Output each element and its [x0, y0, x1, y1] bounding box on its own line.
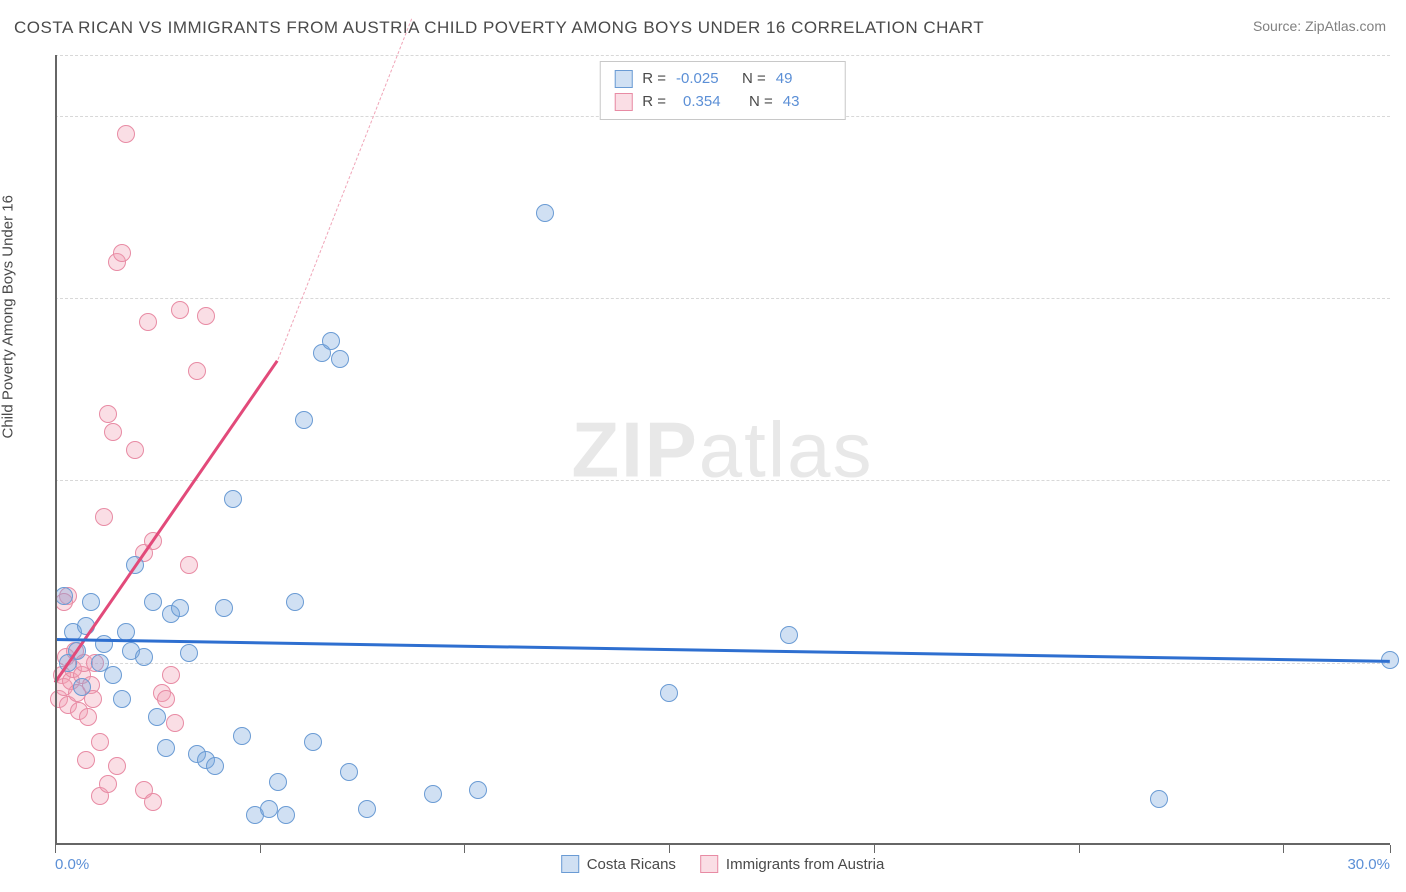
grid-line: [55, 480, 1390, 481]
point-blue: [424, 785, 442, 803]
point-blue: [660, 684, 678, 702]
x-tick-mark: [464, 845, 465, 853]
r-label: R =: [642, 91, 666, 114]
point-blue: [233, 727, 251, 745]
point-blue: [277, 806, 295, 824]
point-blue: [206, 757, 224, 775]
point-blue: [55, 587, 73, 605]
point-pink: [77, 751, 95, 769]
point-blue: [260, 800, 278, 818]
bottom-legend: Costa Ricans Immigrants from Austria: [561, 855, 885, 873]
point-pink: [139, 313, 157, 331]
point-blue: [331, 350, 349, 368]
x-tick-mark: [260, 845, 261, 853]
x-tick-mark: [55, 845, 56, 853]
point-pink: [197, 307, 215, 325]
stats-row-blue: R = -0.025 N = 49: [614, 68, 831, 91]
swatch-pink: [614, 93, 632, 111]
point-blue: [135, 648, 153, 666]
point-blue: [215, 599, 233, 617]
point-pink: [99, 405, 117, 423]
source-value: ZipAtlas.com: [1305, 18, 1386, 34]
y-axis-label: Child Poverty Among Boys Under 16: [0, 195, 17, 438]
legend-swatch-pink: [700, 855, 718, 873]
point-pink: [162, 666, 180, 684]
stats-legend-box: R = -0.025 N = 49 R = 0.354 N = 43: [599, 61, 846, 120]
x-tick-mark: [1079, 845, 1080, 853]
point-blue: [340, 763, 358, 781]
x-tick-mark: [669, 845, 670, 853]
point-pink: [117, 125, 135, 143]
x-tick-mark: [1283, 845, 1284, 853]
point-pink: [171, 301, 189, 319]
point-pink: [113, 244, 131, 262]
point-blue: [180, 644, 198, 662]
x-tick-label: 30.0%: [1347, 856, 1390, 873]
grid-line: [55, 663, 1390, 664]
point-blue: [144, 593, 162, 611]
point-pink: [95, 508, 113, 526]
y-axis-line: [55, 55, 57, 845]
chart-title: COSTA RICAN VS IMMIGRANTS FROM AUSTRIA C…: [14, 18, 984, 38]
n-value-pink: 43: [783, 91, 831, 114]
point-blue: [536, 204, 554, 222]
point-pink: [91, 733, 109, 751]
point-pink: [180, 556, 198, 574]
r-value-blue: -0.025: [676, 68, 724, 91]
watermark: ZIPatlas: [571, 405, 873, 496]
trend-blue: [55, 638, 1390, 663]
r-label: R =: [642, 68, 666, 91]
point-blue: [104, 666, 122, 684]
point-blue: [171, 599, 189, 617]
point-blue: [322, 332, 340, 350]
point-blue: [148, 708, 166, 726]
legend-label-blue: Costa Ricans: [587, 856, 676, 873]
point-blue: [113, 690, 131, 708]
trend-pink-solid: [54, 359, 279, 683]
r-value-pink: 0.354: [683, 91, 731, 114]
x-tick-label: 0.0%: [55, 856, 89, 873]
trend-pink-dashed: [277, 19, 411, 360]
legend-label-pink: Immigrants from Austria: [726, 856, 884, 873]
point-blue: [73, 678, 91, 696]
n-label: N =: [742, 68, 766, 91]
point-pink: [157, 690, 175, 708]
point-pink: [108, 757, 126, 775]
point-blue: [224, 490, 242, 508]
point-pink: [144, 793, 162, 811]
point-pink: [166, 714, 184, 732]
point-blue: [82, 593, 100, 611]
n-label: N =: [749, 91, 773, 114]
legend-swatch-blue: [561, 855, 579, 873]
x-axis-line: [55, 843, 1390, 845]
n-value-blue: 49: [776, 68, 824, 91]
stats-row-pink: R = 0.354 N = 43: [614, 91, 831, 114]
point-blue: [780, 626, 798, 644]
point-blue: [157, 739, 175, 757]
x-tick-mark: [1390, 845, 1391, 853]
point-blue: [358, 800, 376, 818]
x-tick-mark: [874, 845, 875, 853]
point-blue: [469, 781, 487, 799]
point-pink: [188, 362, 206, 380]
point-pink: [79, 708, 97, 726]
point-pink: [126, 441, 144, 459]
grid-line: [55, 55, 1390, 56]
grid-line: [55, 298, 1390, 299]
plot-area: ZIPatlas 15.0%30.0%45.0%60.0% 0.0%30.0% …: [55, 55, 1390, 845]
point-pink: [104, 423, 122, 441]
legend-item-blue: Costa Ricans: [561, 855, 676, 873]
point-blue: [1150, 790, 1168, 808]
swatch-blue: [614, 70, 632, 88]
point-blue: [304, 733, 322, 751]
point-pink: [99, 775, 117, 793]
point-blue: [269, 773, 287, 791]
source-label: Source:: [1253, 18, 1301, 34]
legend-item-pink: Immigrants from Austria: [700, 855, 884, 873]
point-blue: [295, 411, 313, 429]
source-attribution: Source: ZipAtlas.com: [1253, 18, 1386, 34]
point-blue: [286, 593, 304, 611]
